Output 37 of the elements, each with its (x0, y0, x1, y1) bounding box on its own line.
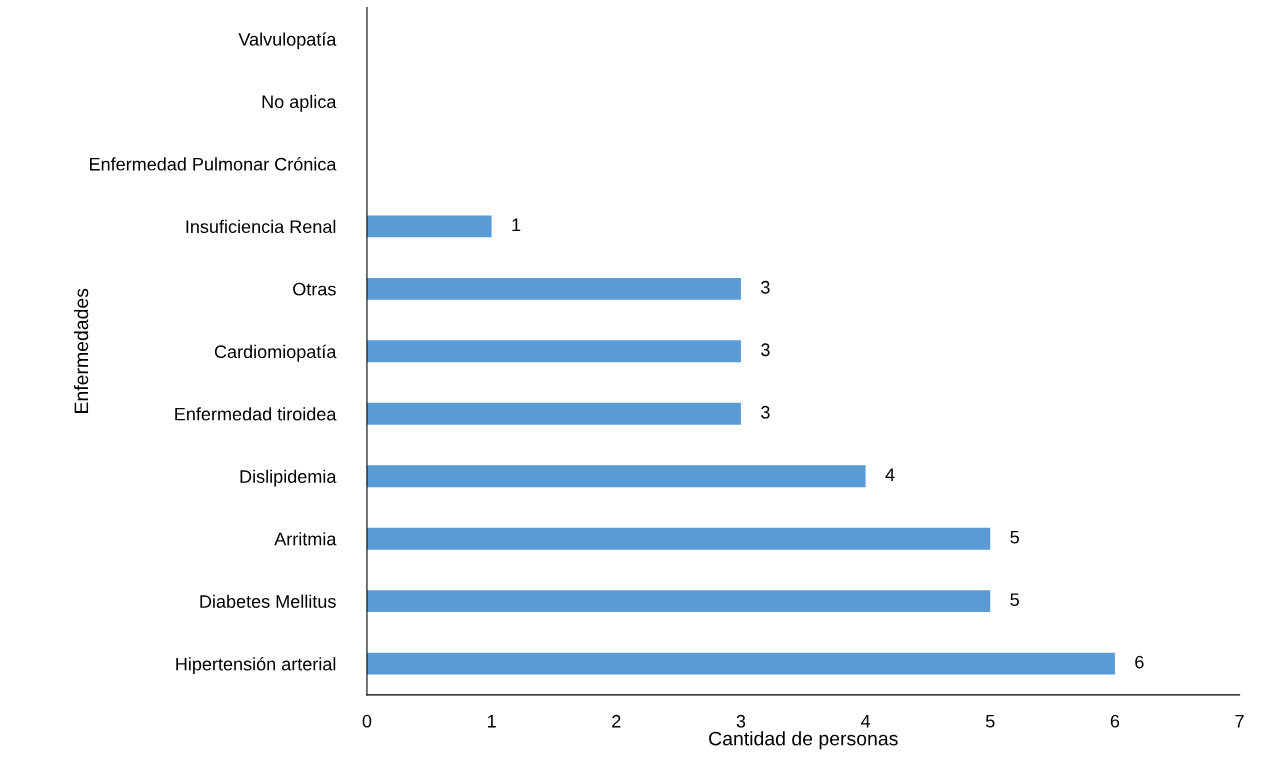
bar (366, 590, 991, 613)
bar (366, 215, 492, 238)
y-tick-label: Arritmia (274, 532, 337, 546)
x-tick-label: 3 (736, 714, 746, 728)
bar (366, 527, 991, 550)
x-axis-title: Cantidad de personas (709, 731, 898, 750)
bar (366, 340, 741, 363)
data-label: 5 (1010, 593, 1019, 607)
data-label: 3 (761, 280, 770, 294)
data-label: 3 (761, 405, 770, 419)
y-tick-label: Otras (293, 282, 336, 296)
data-label: 1 (512, 218, 521, 231)
y-tick-label: Insuficiencia Renal (186, 219, 336, 234)
x-tick-label: 6 (1110, 714, 1120, 728)
x-tick-label: 5 (985, 715, 995, 728)
y-tick-label: Enfermedad Pulmonar Crónica (90, 157, 337, 171)
y-axis-title: Enfermedades (73, 288, 89, 413)
data-label: 5 (1010, 530, 1019, 544)
y-tick-label: Enfermedad tiroidea (175, 407, 337, 421)
bar (366, 652, 1115, 675)
bar (366, 402, 741, 425)
bar (366, 465, 866, 488)
y-tick-label: Cardiomiopatía (214, 344, 337, 362)
y-tick-label: No aplica (262, 94, 337, 112)
y-tick-label: Dislipidemia (240, 469, 337, 487)
data-label: 4 (885, 468, 895, 481)
x-tick-label: 7 (1235, 715, 1244, 728)
y-tick-label: Hipertensión arterial (176, 657, 336, 675)
data-label: 6 (1135, 655, 1144, 669)
y-tick-label: Diabetes Mellitus (200, 594, 336, 608)
bar (366, 277, 741, 300)
x-tick-label: 0 (362, 714, 372, 728)
x-tick-label: 4 (860, 715, 871, 728)
data-label: 3 (761, 343, 770, 357)
y-tick-label: Valvulopatía (238, 32, 337, 50)
x-tick-label: 1 (487, 715, 496, 728)
x-tick-label: 2 (612, 714, 621, 728)
